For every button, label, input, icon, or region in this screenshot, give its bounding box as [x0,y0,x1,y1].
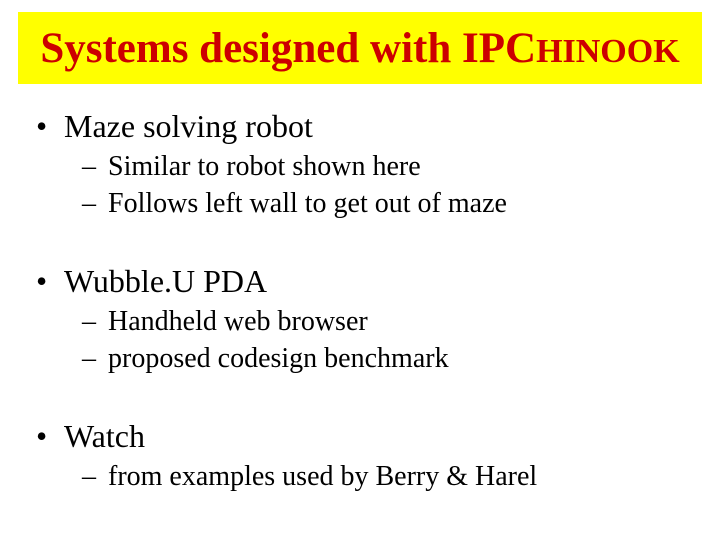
bullet-level2: – Similar to robot shown here [82,149,686,184]
bullet-text: Similar to robot shown here [108,149,421,184]
bullet-level1: • Watch [36,418,686,455]
bullet-marker: • [36,108,64,145]
bullet-text: proposed codesign benchmark [108,341,449,376]
dash-marker: – [82,459,108,494]
bullet-text: Watch [64,418,145,455]
slide-body: • Maze solving robot – Similar to robot … [36,100,686,494]
title-prefix: Systems designed with IPC [40,25,536,72]
title-suffix: HINOOK [536,33,680,70]
dash-marker: – [82,149,108,184]
slide: Systems designed with IPCHINOOK • Maze s… [0,0,720,540]
bullet-text: Wubble.U PDA [64,263,267,300]
bullet-text: Handheld web browser [108,304,368,339]
bullet-text: Follows left wall to get out of maze [108,186,507,221]
bullet-level1: • Wubble.U PDA [36,263,686,300]
bullet-level2: – proposed codesign benchmark [82,341,686,376]
slide-title: Systems designed with IPCHINOOK [40,27,679,70]
dash-marker: – [82,304,108,339]
bullet-text: Maze solving robot [64,108,313,145]
dash-marker: – [82,341,108,376]
bullet-level2: – Handheld web browser [82,304,686,339]
bullet-level1: • Maze solving robot [36,108,686,145]
bullet-marker: • [36,263,64,300]
title-band: Systems designed with IPCHINOOK [18,12,702,84]
bullet-level2: – from examples used by Berry & Harel [82,459,686,494]
bullet-marker: • [36,418,64,455]
bullet-level2: – Follows left wall to get out of maze [82,186,686,221]
bullet-text: from examples used by Berry & Harel [108,459,537,494]
dash-marker: – [82,186,108,221]
